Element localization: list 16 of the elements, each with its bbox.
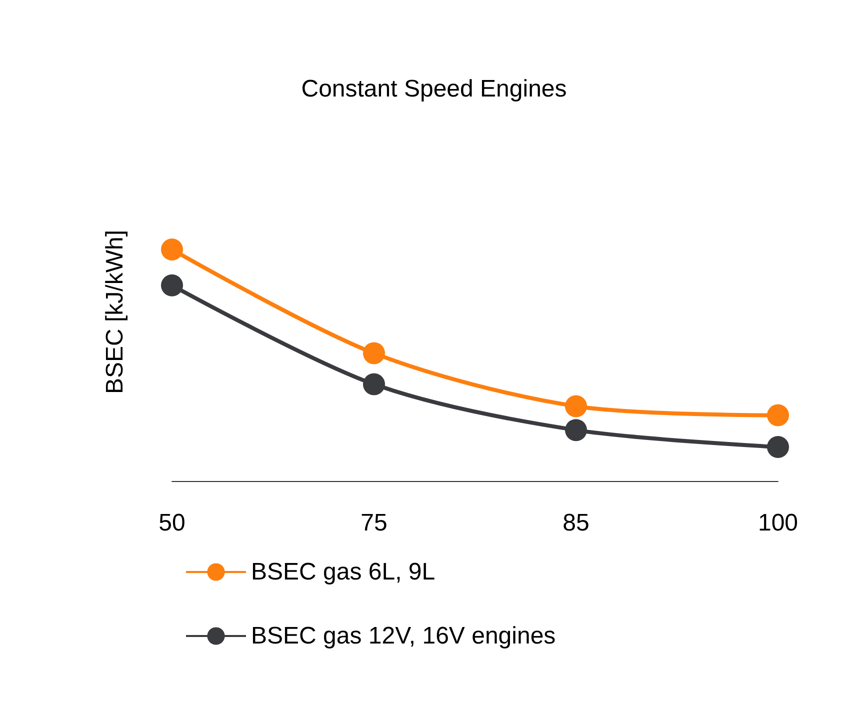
x-tick-label: 100	[758, 510, 798, 536]
legend-label: BSEC gas 6L, 9L	[251, 558, 436, 586]
chart-title: Constant Speed Engines	[301, 76, 567, 102]
point	[161, 274, 183, 296]
x-tick-label: 50	[158, 510, 186, 536]
point	[565, 395, 587, 418]
x-tick-label: 75	[360, 510, 388, 536]
legend-label: BSEC gas 12V, 16V engines	[251, 622, 556, 650]
y-axis-title: BSEC [kJ/kWh]	[102, 230, 128, 394]
point	[767, 404, 789, 426]
point	[363, 342, 385, 364]
point	[363, 373, 385, 396]
point	[161, 238, 183, 260]
x-tick-label: 85	[562, 510, 590, 536]
point	[565, 419, 587, 442]
point	[767, 436, 789, 458]
